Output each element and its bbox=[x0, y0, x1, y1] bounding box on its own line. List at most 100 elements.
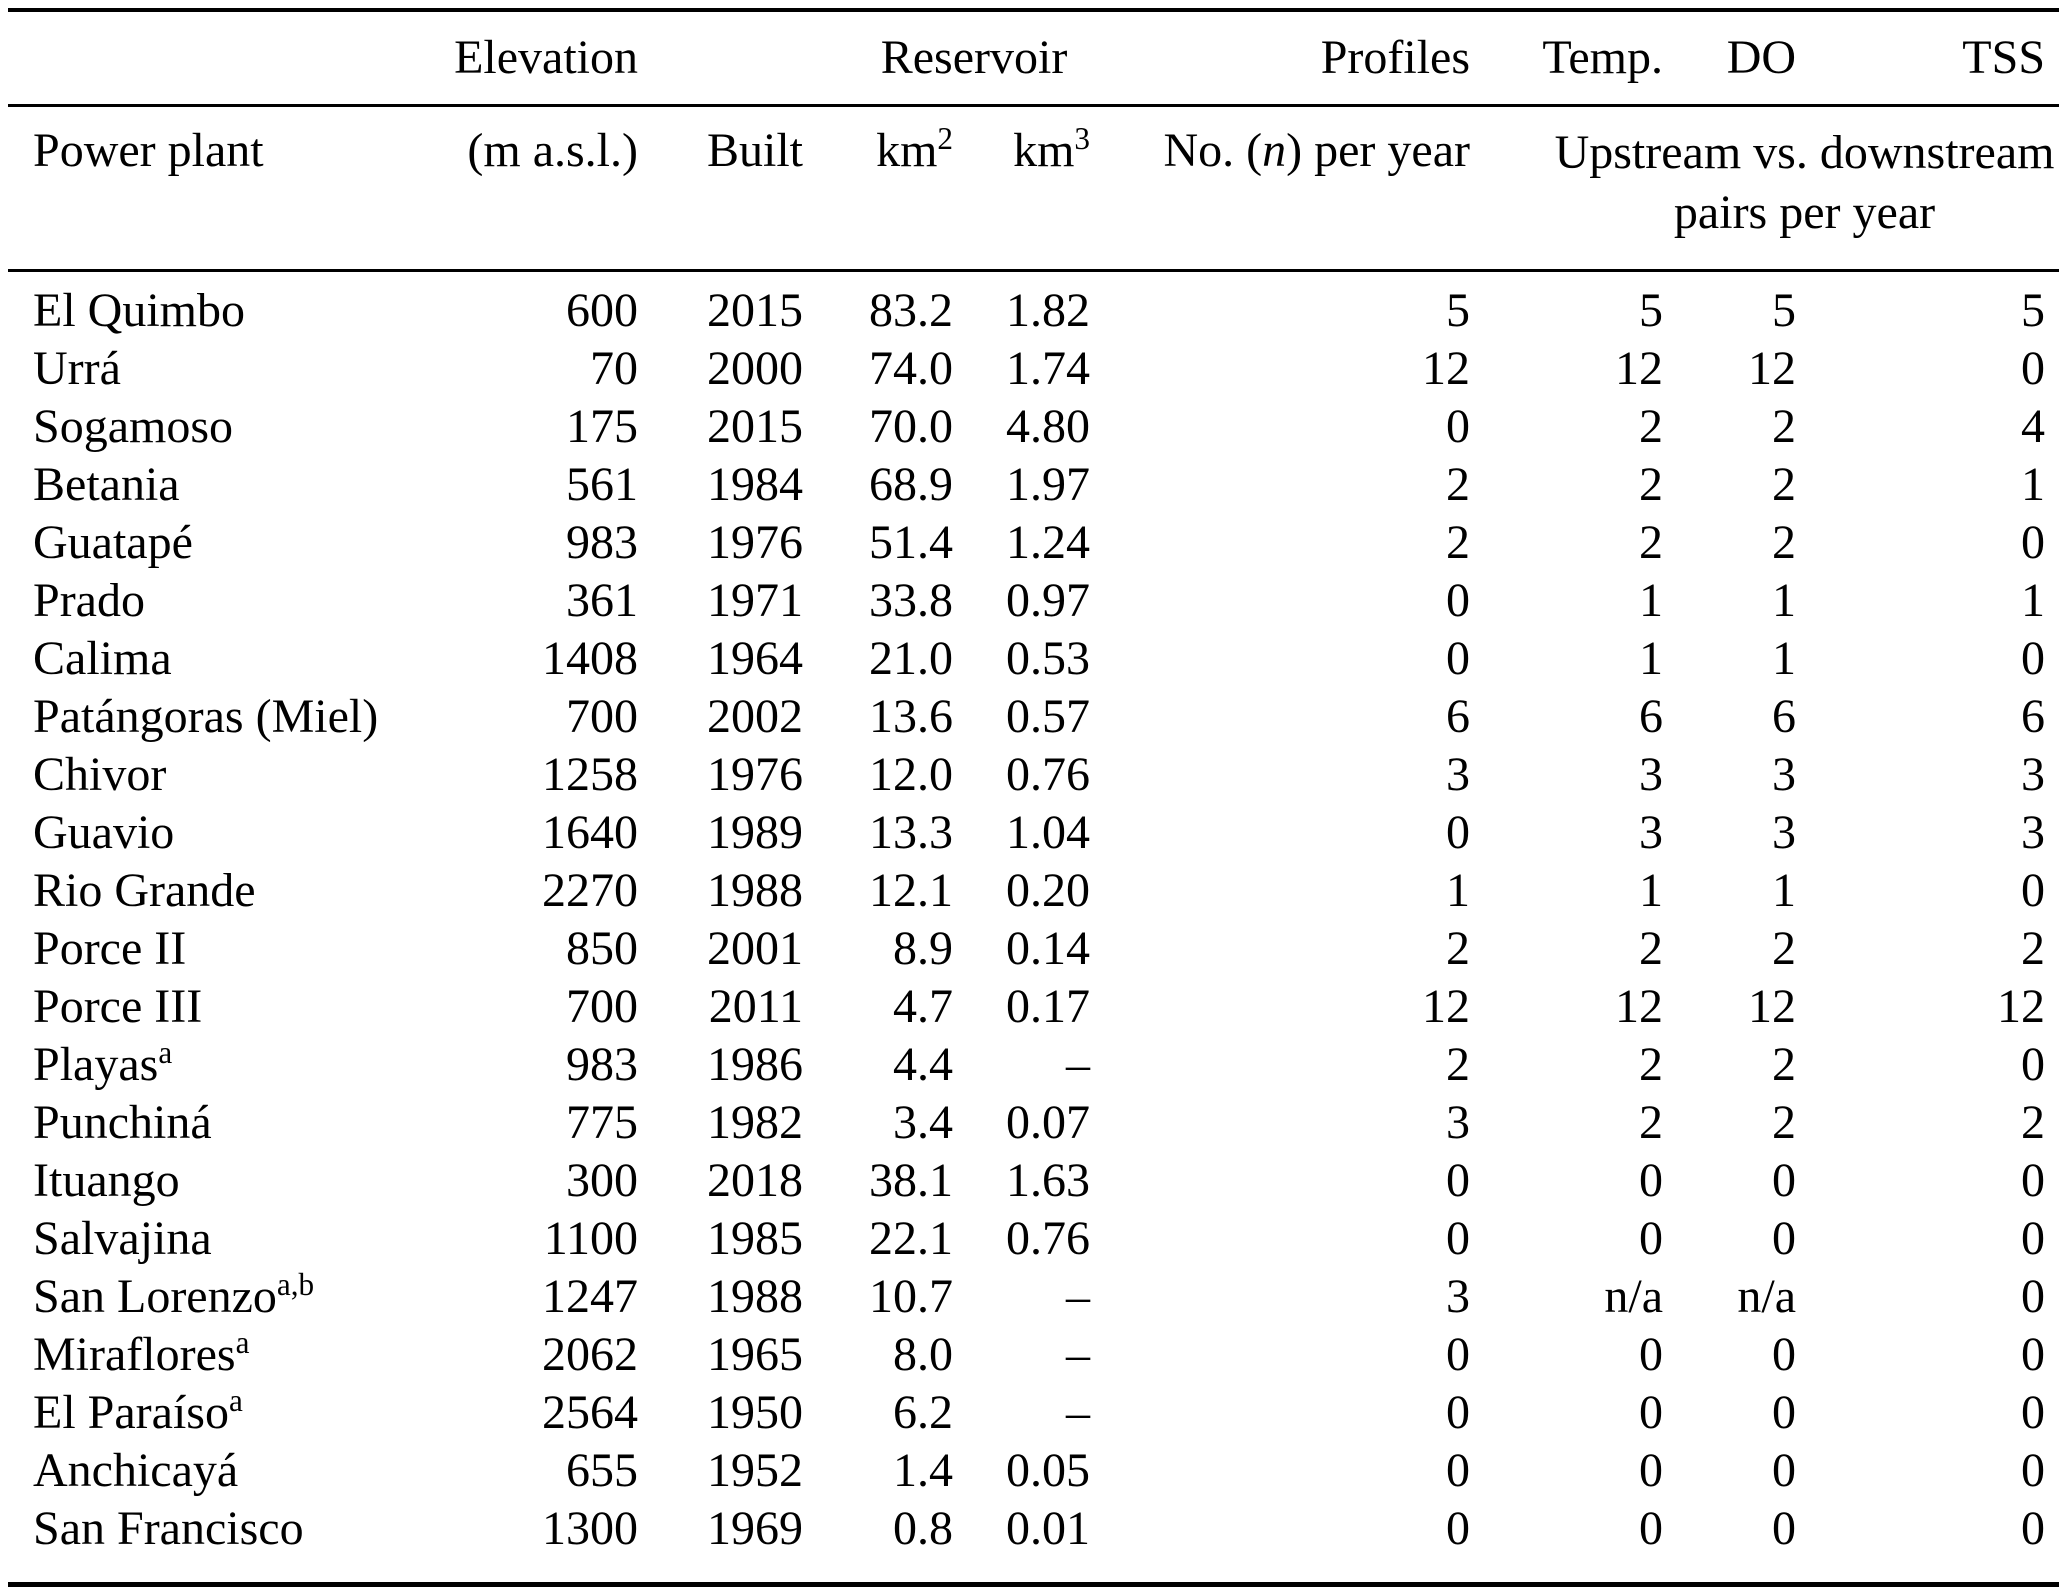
elevation-value: 2270 bbox=[542, 863, 638, 917]
tss-value: 6 bbox=[2021, 689, 2046, 743]
tss-value: 1 bbox=[2021, 573, 2046, 627]
header-group-row: Elevation Reservoir Profiles Temp. DO TS… bbox=[8, 10, 2060, 107]
built-value: 1984 bbox=[707, 457, 803, 511]
power-plant-name: Prado bbox=[33, 573, 145, 627]
power-plant-name: Betania bbox=[33, 457, 180, 511]
elevation-value: 1100 bbox=[543, 1211, 638, 1265]
temp-value: 12 bbox=[1615, 979, 1664, 1033]
power-plant-name: Miraflores bbox=[33, 1327, 236, 1381]
area-km2-value: 6.2 bbox=[893, 1385, 953, 1439]
power-plant-name: El Quimbo bbox=[33, 283, 245, 337]
temp-value: 3 bbox=[1639, 747, 1664, 801]
table-row: Guatapé 983 1976 51.4 1.24 2 2 2 0 bbox=[8, 514, 2059, 572]
profiles-value: 2 bbox=[1446, 1037, 1471, 1091]
volume-km3-value: 0.76 bbox=[1006, 747, 1091, 801]
tss-value: 0 bbox=[2021, 1385, 2046, 1439]
power-plant-name: Patángoras (Miel) bbox=[33, 689, 379, 743]
temp-value: 0 bbox=[1639, 1211, 1664, 1265]
power-plant-table-wrapper: Elevation Reservoir Profiles Temp. DO TS… bbox=[8, 0, 2060, 1587]
tss-value: 0 bbox=[2021, 1443, 2046, 1497]
built-value: 2011 bbox=[708, 979, 803, 1033]
power-plant-name-cell: Ituango bbox=[8, 1152, 438, 1210]
table-row: Punchiná 775 1982 3.4 0.07 3 2 2 2 bbox=[8, 1094, 2059, 1152]
table-row: San Francisco 1300 1969 0.8 0.01 0 0 0 0 bbox=[8, 1500, 2059, 1585]
power-plant-name-cell: Porce II bbox=[8, 920, 438, 978]
power-plant-name-cell: Sogamoso bbox=[8, 398, 438, 456]
profiles-value: 12 bbox=[1422, 341, 1471, 395]
built-value: 1950 bbox=[707, 1385, 803, 1439]
temp-value: 2 bbox=[1639, 515, 1664, 569]
power-plant-name-cell: Betania bbox=[8, 456, 438, 514]
elevation-value: 1640 bbox=[542, 805, 638, 859]
tss-value: 0 bbox=[2021, 1153, 2046, 1207]
built-value: 2015 bbox=[707, 399, 803, 453]
tss-value: 3 bbox=[2021, 747, 2046, 801]
volume-km3-value: 0.07 bbox=[1006, 1095, 1091, 1149]
do-value: 6 bbox=[1772, 689, 1797, 743]
elevation-value: 70 bbox=[590, 341, 638, 395]
header-profiles-n: n bbox=[1262, 123, 1287, 177]
built-value: 2000 bbox=[707, 341, 803, 395]
do-value: 12 bbox=[1748, 979, 1797, 1033]
table-row: Rio Grande 2270 1988 12.1 0.20 1 1 1 0 bbox=[8, 862, 2059, 920]
power-plant-name-cell: San Francisco bbox=[8, 1500, 438, 1585]
table-row: Sogamoso 175 2015 70.0 4.80 0 2 2 4 bbox=[8, 398, 2059, 456]
table-row: Patángoras (Miel) 700 2002 13.6 0.57 6 6… bbox=[8, 688, 2059, 746]
power-plant-name-cell: Patángoras (Miel) bbox=[8, 688, 438, 746]
area-km2-value: 83.2 bbox=[869, 283, 953, 337]
power-plant-name-cell: Prado bbox=[8, 572, 438, 630]
power-plant-name: Guatapé bbox=[33, 515, 193, 569]
power-plant-name-cell: Porce III bbox=[8, 978, 438, 1036]
profiles-value: 0 bbox=[1446, 631, 1471, 685]
power-plant-name-cell: Mirafloresa bbox=[8, 1326, 438, 1384]
do-value: 0 bbox=[1772, 1385, 1797, 1439]
tss-value: 2 bbox=[2021, 921, 2046, 975]
do-value: 12 bbox=[1748, 341, 1797, 395]
power-plant-name-cell: Chivor bbox=[8, 746, 438, 804]
volume-km3-value: – bbox=[1066, 1037, 1091, 1091]
do-value: 0 bbox=[1772, 1153, 1797, 1207]
header-do: DO bbox=[1663, 10, 1797, 107]
elevation-value: 2062 bbox=[542, 1327, 638, 1381]
temp-value: 2 bbox=[1639, 1095, 1664, 1149]
power-plant-name: Porce II bbox=[33, 921, 187, 975]
built-value: 1976 bbox=[707, 747, 803, 801]
temp-value: 0 bbox=[1639, 1327, 1664, 1381]
volume-km3-value: 0.14 bbox=[1006, 921, 1091, 975]
do-value: 5 bbox=[1772, 283, 1797, 337]
built-value: 2015 bbox=[707, 283, 803, 337]
tss-value: 4 bbox=[2021, 399, 2046, 453]
tss-value: 2 bbox=[2021, 1095, 2046, 1149]
profiles-value: 0 bbox=[1446, 399, 1471, 453]
temp-value: 6 bbox=[1639, 689, 1664, 743]
temp-value: n/a bbox=[1604, 1269, 1664, 1323]
table-row: El Paraísoa 2564 1950 6.2 – 0 0 0 0 bbox=[8, 1384, 2059, 1442]
built-value: 1965 bbox=[707, 1327, 803, 1381]
power-plant-name-cell: Calima bbox=[8, 630, 438, 688]
temp-value: 12 bbox=[1615, 341, 1664, 395]
power-plant-name: Urrá bbox=[33, 341, 121, 395]
table-header: Elevation Reservoir Profiles Temp. DO TS… bbox=[8, 10, 2060, 272]
elevation-value: 700 bbox=[566, 689, 638, 743]
area-km2-value: 21.0 bbox=[869, 631, 953, 685]
tss-value: 0 bbox=[2021, 341, 2046, 395]
elevation-value: 361 bbox=[566, 573, 638, 627]
area-km2-value: 1.4 bbox=[893, 1443, 953, 1497]
header-elevation-group: Elevation bbox=[438, 10, 638, 107]
power-plant-name-cell: Rio Grande bbox=[8, 862, 438, 920]
area-km2-value: 12.1 bbox=[869, 863, 953, 917]
do-value: 3 bbox=[1772, 805, 1797, 859]
temp-value: 1 bbox=[1639, 863, 1664, 917]
built-value: 1986 bbox=[707, 1037, 803, 1091]
volume-km3-value: – bbox=[1066, 1385, 1091, 1439]
elevation-value: 1300 bbox=[542, 1501, 638, 1555]
profiles-value: 2 bbox=[1446, 515, 1471, 569]
power-plant-name-cell: Playasa bbox=[8, 1036, 438, 1094]
area-km2-value: 68.9 bbox=[869, 457, 953, 511]
profiles-value: 0 bbox=[1446, 573, 1471, 627]
power-plant-name: Guavio bbox=[33, 805, 175, 859]
elevation-value: 700 bbox=[566, 979, 638, 1033]
tss-value: 0 bbox=[2021, 863, 2046, 917]
area-km2-value: 33.8 bbox=[869, 573, 953, 627]
elevation-value: 850 bbox=[566, 921, 638, 975]
